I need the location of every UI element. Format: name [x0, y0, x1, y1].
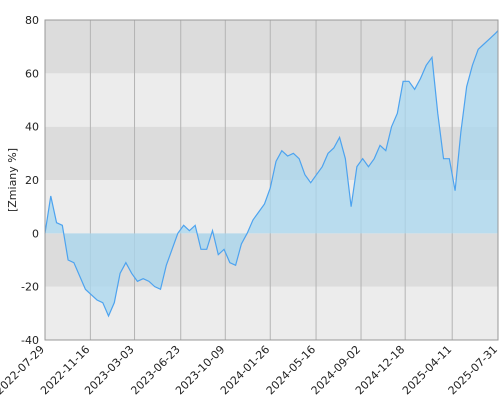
area — [45, 30, 498, 317]
y-axis-label: [Zmiany %] — [6, 148, 19, 212]
x-tick-label: 2025-07-31 — [446, 343, 500, 397]
y-tick-label: 40 — [25, 121, 39, 134]
y-tick-label: -20 — [21, 281, 39, 294]
line — [44, 30, 499, 318]
plot-border — [44, 19, 499, 341]
background-band — [45, 20, 498, 74]
background-band — [45, 286, 498, 340]
y-tick-label: 20 — [25, 174, 39, 187]
y-tick-label: 80 — [25, 14, 39, 27]
y-tick-label: 60 — [25, 67, 39, 80]
y-tick-label: 0 — [32, 227, 39, 240]
y-tick-label: -40 — [21, 334, 39, 347]
